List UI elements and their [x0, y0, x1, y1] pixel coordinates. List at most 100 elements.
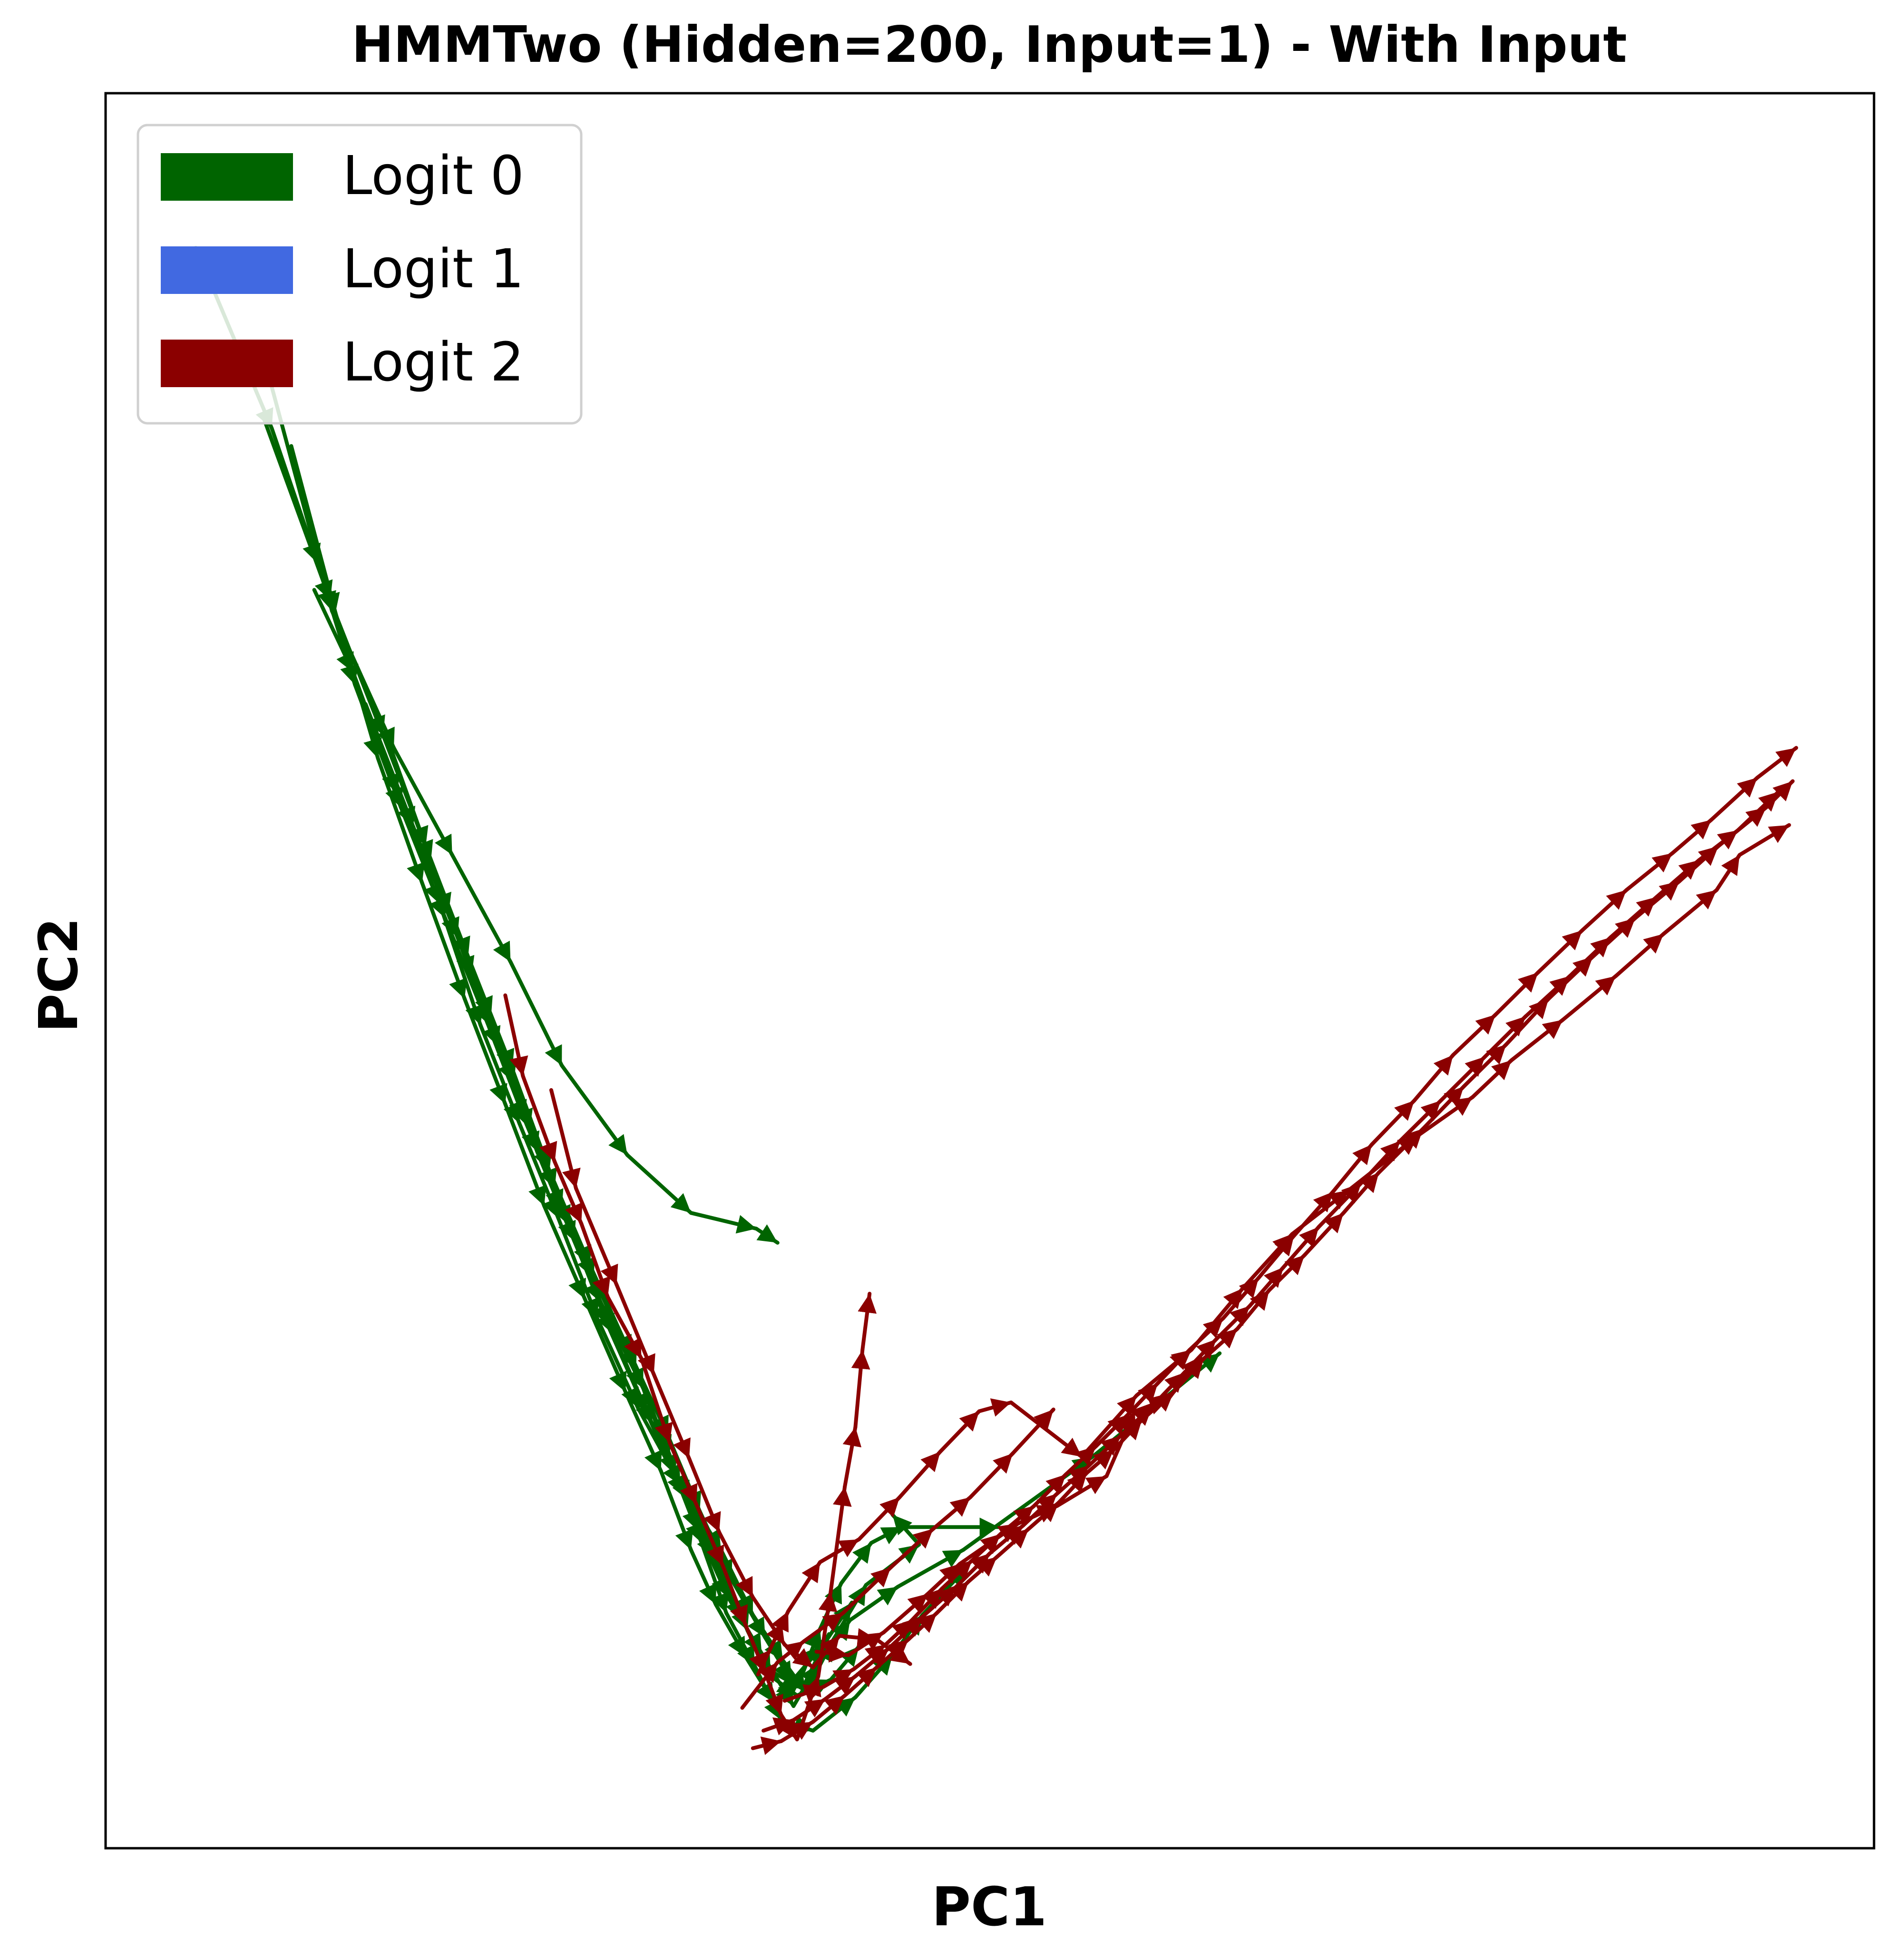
trajectory-step: [1331, 1142, 1374, 1194]
trajectory-step: [508, 960, 564, 1068]
chart-title: HMMTwo (Hidden=200, Input=1) - With Inpu…: [352, 16, 1627, 74]
trajectory-step: [549, 1088, 581, 1190]
trajectory-step: [802, 1611, 845, 1643]
trajectory-step: [687, 1456, 722, 1534]
trajectory-step: [1471, 1058, 1513, 1099]
trajectory-step: [1738, 823, 1791, 857]
trajectory-step: [689, 1548, 718, 1607]
trajectory-series: [740, 1407, 1055, 1710]
trajectory-step: [1281, 1225, 1321, 1269]
trajectory-step: [881, 1591, 930, 1635]
trajectory-step: [1462, 1043, 1508, 1089]
trajectory-step: [1104, 1409, 1137, 1478]
trajectory-step: [330, 609, 396, 750]
trajectory-step: [829, 1484, 852, 1594]
trajectory-step: [1188, 1316, 1225, 1352]
trajectory-step: [853, 1646, 891, 1678]
plot-area: [194, 245, 1798, 1755]
trajectory-step: [1624, 851, 1675, 892]
x-axis-label: PC1: [932, 1876, 1047, 1938]
trajectory-step: [652, 1372, 691, 1461]
trajectory-step: [775, 1639, 806, 1664]
trajectory-step: [721, 1563, 748, 1628]
trajectory-step: [782, 1684, 826, 1703]
trajectory-step: [1421, 1084, 1466, 1131]
trajectory-step: [857, 1495, 902, 1541]
trajectory-step: [1451, 1013, 1498, 1057]
trajectory-step: [1055, 1474, 1109, 1508]
trajectory-step: [615, 1283, 656, 1376]
trajectory-step: [938, 1409, 981, 1454]
trajectory-step: [931, 1495, 973, 1531]
trajectory-step: [1221, 1276, 1261, 1320]
trajectory-step: [762, 1717, 796, 1736]
trajectory-step: [957, 1521, 1020, 1566]
trajectory-step: [848, 1585, 900, 1622]
trajectory-step: [841, 1565, 893, 1615]
trajectory-step: [1614, 932, 1666, 978]
trajectory-step: [1755, 746, 1798, 780]
trajectory-step: [1561, 974, 1618, 1022]
trajectory-step: [1509, 1018, 1565, 1063]
trajectory-step: [1087, 1433, 1123, 1468]
trajectory-step: [1214, 1304, 1252, 1341]
trajectory-step: [1523, 974, 1572, 1018]
trajectory-step: [1377, 1127, 1425, 1175]
trajectory-step: [450, 853, 513, 964]
legend-label: Logit 1: [342, 238, 524, 300]
trajectory-step: [858, 1292, 877, 1352]
trajectory-step: [363, 702, 416, 829]
trajectory-series: [814, 1355, 1202, 1663]
trajectory-step: [751, 1595, 787, 1647]
trajectory-step: [1341, 1170, 1381, 1215]
trajectory-step: [889, 1527, 935, 1570]
trajectory-step: [926, 1562, 962, 1596]
trajectory-step: [898, 1450, 942, 1499]
trajectory-step: [977, 1398, 1013, 1417]
trajectory-step: [521, 1074, 557, 1164]
trajectory-step: [1697, 828, 1740, 862]
trajectory-step: [754, 1224, 780, 1245]
trajectory-step: [1670, 818, 1713, 855]
trajectory-step: [1568, 935, 1612, 978]
trajectory-step: [1011, 1407, 1055, 1455]
trajectory-step: [717, 1530, 755, 1599]
trajectory-step: [503, 993, 528, 1078]
trajectory-step: [553, 1160, 584, 1226]
trajectory-step: [1709, 776, 1759, 822]
trajectory-step: [625, 1153, 693, 1215]
trajectory-step: [851, 1348, 870, 1429]
trajectory-step: [811, 1694, 847, 1724]
legend-swatch: [161, 153, 293, 201]
trajectory-step: [968, 1451, 1015, 1499]
trajectory-step: [818, 1537, 861, 1564]
trajectory-step: [791, 1697, 828, 1722]
trajectory-step: [1317, 1181, 1363, 1229]
trajectory-step: [1302, 1211, 1346, 1257]
trajectory-step: [842, 1425, 862, 1489]
trajectory-step: [1055, 1463, 1091, 1496]
trajectory-step: [920, 1585, 958, 1619]
trajectory-step: [1439, 1054, 1487, 1103]
legend: Logit 0 Logit 1 Logit 2: [137, 124, 583, 425]
trajectory-step: [1736, 790, 1781, 832]
trajectory-step: [954, 1551, 992, 1589]
trajectory-step: [689, 1211, 759, 1234]
trajectory-step: [644, 1411, 686, 1498]
trajectory-step: [816, 1590, 838, 1678]
trajectory-step: [786, 1560, 822, 1613]
trajectory-step: [406, 795, 451, 915]
trajectory-step: [713, 1602, 748, 1659]
trajectory-step: [567, 1223, 610, 1327]
trajectory-step: [560, 1063, 629, 1157]
trajectory-step: [289, 444, 340, 615]
trajectory-step: [823, 1674, 858, 1701]
trajectory-step: [392, 746, 454, 857]
trajectory-step: [896, 1548, 966, 1589]
trajectory-step: [1359, 1139, 1402, 1185]
trajectory-step: [1536, 928, 1584, 975]
trajectory-step: [1398, 1099, 1443, 1143]
trajectory-step: [846, 1630, 886, 1658]
trajectory-step: [605, 1295, 644, 1361]
